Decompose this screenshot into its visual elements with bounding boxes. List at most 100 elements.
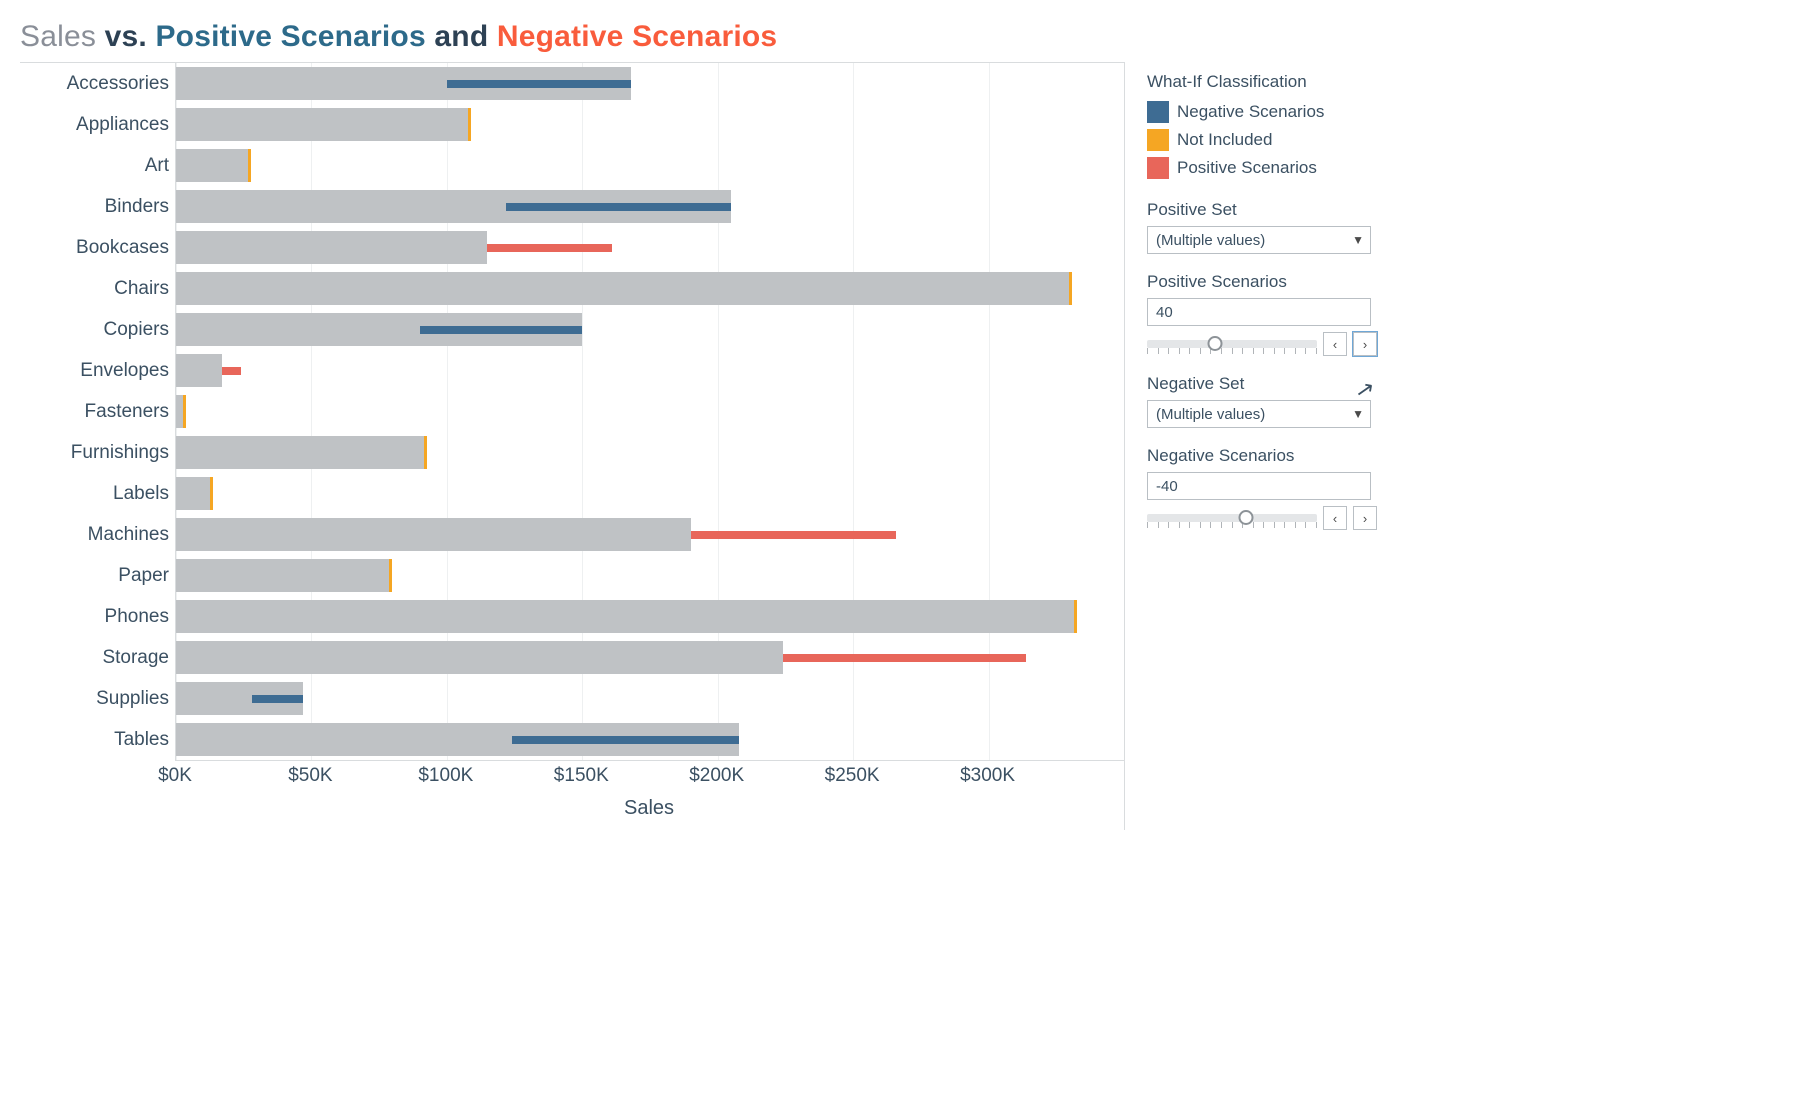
x-tick-label: $150K [554, 765, 609, 787]
category-label: Accessories [20, 63, 175, 104]
category-label: Art [20, 145, 175, 186]
positive-overlay [487, 244, 612, 252]
title-sales: Sales [20, 20, 96, 53]
positive-set-label: Positive Set [1147, 200, 1380, 220]
chart-row[interactable] [176, 473, 1124, 514]
positive-set-select[interactable]: (Multiple values) ▼ [1147, 226, 1371, 254]
positive-scenarios-label: Positive Scenarios [1147, 272, 1380, 292]
chart-row[interactable] [176, 637, 1124, 678]
category-label: Supplies [20, 678, 175, 719]
positive-increment-button[interactable]: › [1353, 332, 1377, 356]
negative-overlay [512, 736, 740, 744]
not-included-cap [210, 477, 213, 510]
not-included-cap [248, 149, 251, 182]
negative-increment-button[interactable]: › [1353, 506, 1377, 530]
category-label: Appliances [20, 104, 175, 145]
negative-set-select[interactable]: (Multiple values) ▼ [1147, 400, 1371, 428]
x-tick-label: $0K [158, 765, 192, 787]
chart-row[interactable] [176, 719, 1124, 760]
negative-decrement-button[interactable]: ‹ [1323, 506, 1347, 530]
category-label: Binders [20, 186, 175, 227]
negative-overlay [252, 695, 303, 703]
positive-scenarios-slider[interactable] [1147, 334, 1317, 354]
base-bar [176, 436, 425, 469]
plot-area[interactable] [175, 63, 1124, 761]
category-label: Machines [20, 514, 175, 555]
title-negative: Negative Scenarios [497, 20, 777, 53]
caret-down-icon: ▼ [1352, 233, 1364, 247]
chart-row[interactable] [176, 63, 1124, 104]
page-title: Sales vs. Positive Scenarios and Negativ… [20, 20, 1380, 54]
legend-item[interactable]: Not Included [1147, 126, 1380, 154]
control-panel: What-If Classification Negative Scenario… [1147, 62, 1380, 830]
x-tick-label: $300K [960, 765, 1015, 787]
positive-overlay [222, 367, 241, 375]
chart-row[interactable] [176, 678, 1124, 719]
negative-overlay [447, 80, 631, 88]
positive-decrement-button[interactable]: ‹ [1323, 332, 1347, 356]
legend-item[interactable]: Positive Scenarios [1147, 154, 1380, 182]
category-label: Storage [20, 637, 175, 678]
negative-scenarios-slider[interactable] [1147, 508, 1317, 528]
title-vs: vs. [105, 20, 147, 53]
category-label: Labels [20, 473, 175, 514]
category-label: Furnishings [20, 432, 175, 473]
legend-swatch [1147, 129, 1169, 151]
legend-label: Positive Scenarios [1177, 158, 1317, 178]
chart-row[interactable] [176, 145, 1124, 186]
title-and: and [434, 20, 488, 53]
chart-row[interactable] [176, 596, 1124, 637]
negative-overlay [420, 326, 583, 334]
positive-set-value: (Multiple values) [1156, 232, 1265, 249]
not-included-cap [1069, 272, 1072, 305]
negative-overlay [506, 203, 731, 211]
x-axis: $0K$50K$100K$150K$200K$250K$300K [175, 761, 1123, 795]
x-axis-title: Sales [175, 795, 1123, 830]
not-included-cap [183, 395, 186, 428]
x-tick-label: $250K [825, 765, 880, 787]
legend-label: Not Included [1177, 130, 1272, 150]
base-bar [176, 641, 783, 674]
legend-item[interactable]: Negative Scenarios [1147, 98, 1380, 126]
not-included-cap [389, 559, 392, 592]
category-label: Envelopes [20, 350, 175, 391]
x-tick-label: $100K [418, 765, 473, 787]
not-included-cap [468, 108, 471, 141]
positive-scenarios-input[interactable] [1147, 298, 1371, 326]
chart-row[interactable] [176, 227, 1124, 268]
chart-row[interactable] [176, 268, 1124, 309]
positive-overlay [691, 531, 897, 539]
base-bar [176, 518, 691, 551]
caret-down-icon: ▼ [1352, 407, 1364, 421]
chart-row[interactable] [176, 432, 1124, 473]
base-bar [176, 354, 222, 387]
chart-row[interactable] [176, 555, 1124, 596]
base-bar [176, 272, 1070, 305]
chart-row[interactable] [176, 186, 1124, 227]
base-bar [176, 108, 469, 141]
not-included-cap [1074, 600, 1077, 633]
base-bar [176, 149, 249, 182]
chart-container: AccessoriesAppliancesArtBindersBookcases… [20, 62, 1125, 830]
negative-set-label: Negative Set [1147, 374, 1380, 394]
chart-row[interactable] [176, 309, 1124, 350]
negative-scenarios-input[interactable] [1147, 472, 1371, 500]
category-label: Fasteners [20, 391, 175, 432]
category-label: Chairs [20, 268, 175, 309]
x-tick-label: $200K [689, 765, 744, 787]
chart-row[interactable] [176, 350, 1124, 391]
base-bar [176, 600, 1075, 633]
legend-label: Negative Scenarios [1177, 102, 1324, 122]
negative-set-value: (Multiple values) [1156, 406, 1265, 423]
category-label: Paper [20, 555, 175, 596]
base-bar [176, 231, 487, 264]
category-label: Phones [20, 596, 175, 637]
legend-swatch [1147, 157, 1169, 179]
chart-row[interactable] [176, 104, 1124, 145]
chart-row[interactable] [176, 514, 1124, 555]
category-label: Copiers [20, 309, 175, 350]
category-label: Tables [20, 719, 175, 760]
chart-row[interactable] [176, 391, 1124, 432]
x-tick-label: $50K [288, 765, 332, 787]
negative-set-section: Negative Set (Multiple values) ▼ [1147, 374, 1380, 428]
